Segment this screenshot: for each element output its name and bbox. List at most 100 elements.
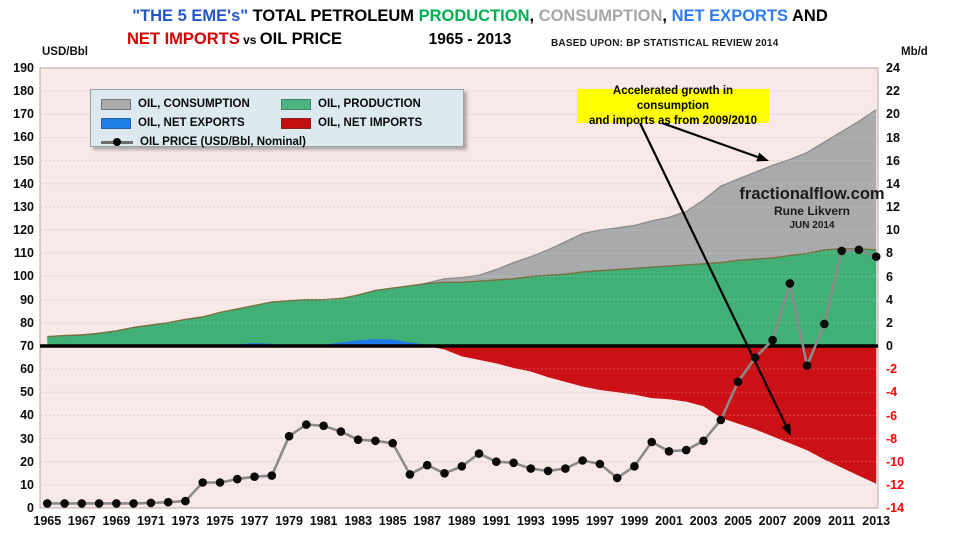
x-axis-label: 1969 <box>102 514 131 528</box>
oil-price-point <box>681 445 691 455</box>
oil-price-point <box>371 436 380 446</box>
oil-price-point <box>181 496 190 506</box>
y-axis-left-label: 60 <box>20 362 34 377</box>
annotation-arrow-consumption-shaft <box>661 121 759 159</box>
y-axis-left-label: 30 <box>20 431 34 446</box>
oil-price-point <box>630 462 639 471</box>
y-axis-right-label: 2 <box>886 315 893 330</box>
oil-price-point <box>267 471 277 480</box>
x-axis-label: 1979 <box>275 514 303 528</box>
y-axis-right-label: 14 <box>886 176 900 191</box>
oil-price-point <box>233 474 242 484</box>
title-segment: AND <box>788 7 828 25</box>
legend-label: OIL, PRODUCTION <box>318 98 421 110</box>
x-axis-label: 1977 <box>240 514 269 528</box>
oil-price-point <box>492 457 501 467</box>
y-axis-right-label: 16 <box>886 153 900 168</box>
watermark: fractionalflow.com Rune Likvern JUN 2014 <box>730 185 894 232</box>
legend-label: OIL PRICE (USD/Bbl, Nominal) <box>140 136 306 148</box>
oil-price-point <box>854 245 864 255</box>
x-axis-label: 1995 <box>551 514 580 528</box>
annotation-text-line1: Accelerated growth in consumption <box>612 84 734 112</box>
oil-price-point <box>716 415 726 425</box>
y-axis-left-label: 50 <box>20 385 34 400</box>
oil-price-point <box>250 472 259 482</box>
x-axis-label: 2007 <box>758 514 787 528</box>
y-axis-right-label: -12 <box>886 478 905 492</box>
oil-price-point <box>612 473 622 483</box>
x-axis-label: 1983 <box>344 514 373 528</box>
x-axis-label: 2001 <box>655 514 683 528</box>
legend-swatch-production <box>281 98 311 110</box>
chart-title-line2: NET IMPORTS vs OIL PRICE <box>127 30 342 49</box>
oil-price-point <box>319 421 328 431</box>
oil-price-point <box>163 497 173 507</box>
oil-price-point <box>440 469 449 478</box>
y-axis-right-label: 10 <box>886 223 900 238</box>
oil-price-point <box>820 319 829 329</box>
y-axis-right-label: 6 <box>886 269 893 284</box>
y-axis-left-label: 130 <box>13 199 34 214</box>
oil-price-point <box>768 335 777 345</box>
y-axis-right-label: 20 <box>886 107 900 122</box>
oil-price-point <box>509 458 518 468</box>
chart-source-note: BASED UPON: BP STATISTICAL REVIEW 2014 <box>551 38 779 49</box>
x-axis-label: 1997 <box>585 514 614 528</box>
x-axis-label: 1989 <box>447 514 476 528</box>
oil-price-point <box>77 499 87 508</box>
annotation-arrow-consumption <box>661 121 769 162</box>
area-edge-oil-production <box>47 247 877 338</box>
x-axis-label: 2011 <box>828 514 856 528</box>
title-segment: TOTAL PETROLEUM <box>252 7 419 25</box>
y-axis-left-label: 10 <box>20 477 34 492</box>
x-axis-label: 1985 <box>378 514 407 528</box>
annotation-arrow-imports <box>639 122 791 436</box>
annotation-arrow-consumption-head <box>756 152 769 162</box>
y-axis-right-label: 22 <box>886 84 900 99</box>
x-axis-label: 1975 <box>206 514 234 528</box>
oil-price-point <box>647 437 656 447</box>
oil-price-point <box>43 499 52 508</box>
oil-price-point <box>561 464 570 473</box>
oil-price-point <box>405 470 415 479</box>
oil-price-point <box>802 361 812 370</box>
oil-price-point <box>215 478 225 487</box>
oil-price-point <box>302 420 311 429</box>
title-segment: PRODUCTION <box>418 7 530 25</box>
oil-price-point <box>543 466 553 476</box>
oil-price-point <box>94 499 104 508</box>
y-axis-left-label: 120 <box>13 223 34 238</box>
y-axis-left-label: 180 <box>13 84 34 99</box>
legend-label: OIL, NET EXPORTS <box>138 117 245 129</box>
chart-period: 1965 - 2013 <box>428 31 512 48</box>
y-axis-right-label: -6 <box>886 408 898 423</box>
legend-item-oil-price: OIL PRICE (USD/Bbl, Nominal) <box>101 136 455 148</box>
y-axis-left-label: 160 <box>13 130 34 145</box>
y-axis-right-label: -2 <box>886 362 898 377</box>
title-segment: NET EXPORTS <box>671 7 789 25</box>
left-axis-unit: USD/Bbl <box>42 46 88 58</box>
oil-price-point <box>422 460 432 470</box>
oil-price-point <box>284 431 294 441</box>
watermark-site: fractionalflow.com <box>739 185 885 203</box>
oil-price-point <box>837 246 846 256</box>
legend-item-net-exports: OIL, NET EXPORTS <box>101 117 281 129</box>
y-axis-left-label: 140 <box>13 176 34 191</box>
title-segment: , <box>662 7 672 25</box>
watermark-date: JUN 2014 <box>789 220 835 231</box>
title-segment: CONSUMPTION <box>538 7 663 25</box>
title-segment: vs <box>239 33 260 47</box>
oil-price-point <box>578 456 587 465</box>
oil-price-point <box>733 377 743 387</box>
oil-price-point <box>871 252 881 261</box>
legend-swatch-net-exports <box>101 117 131 129</box>
oil-price-legend-marker <box>101 137 133 147</box>
y-axis-left-label: 0 <box>27 501 34 515</box>
y-axis-right-label: 18 <box>886 130 900 145</box>
y-axis-left-label: 90 <box>20 292 34 307</box>
oil-price-point <box>474 449 484 458</box>
y-axis-left-label: 170 <box>13 107 34 122</box>
oil-price-point <box>129 499 138 508</box>
y-axis-left-label: 150 <box>13 153 34 168</box>
